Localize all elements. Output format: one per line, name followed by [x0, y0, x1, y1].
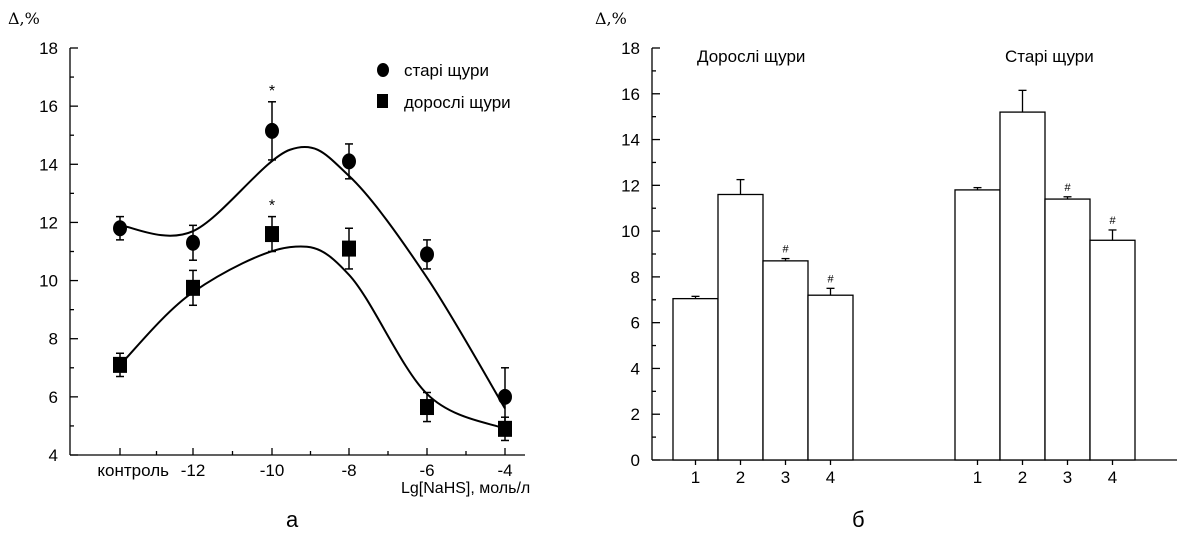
chart-b-y-tick-label: 6 — [631, 314, 640, 333]
chart-a-x-tick-label: -4 — [497, 461, 512, 480]
chart-a-point-square — [420, 399, 434, 416]
chart-a-x-tick-label: контроль — [97, 461, 169, 480]
chart-b-x-tick-label: 1 — [973, 468, 982, 487]
chart-a-significance-mark: * — [269, 83, 275, 100]
chart-a-y-tick-label: 4 — [49, 446, 58, 465]
chart-a-point-square — [186, 279, 200, 296]
chart-a-axes — [69, 47, 525, 456]
chart-a-annotations: ** — [269, 83, 275, 215]
chart-b-bar — [717, 193, 764, 461]
chart-b-group-label-old: Старі щури — [1005, 47, 1094, 66]
chart-a-legend: старі щури дорослі щури — [377, 61, 511, 112]
chart-b-x-tick-label: 1 — [691, 468, 700, 487]
chart-b-annotations: # # # # — [782, 182, 1116, 286]
chart-a-point-circle — [342, 153, 356, 170]
chart-b-y-tick-label: 0 — [631, 451, 640, 470]
chart-a-y-tick-label: 8 — [49, 330, 58, 349]
chart-a-point-circle — [186, 234, 200, 251]
chart-b-bars — [672, 111, 1136, 461]
chart-a-point-square — [265, 226, 279, 243]
chart-b-x-tick-label: 4 — [1108, 468, 1117, 487]
chart-b-y-tick-label: 18 — [621, 39, 640, 58]
chart-a-x-tick-label: -8 — [341, 461, 356, 480]
chart-b-ylabel: Δ,% — [595, 9, 627, 28]
chart-b-bar — [999, 111, 1046, 461]
chart-a-significance-mark: * — [269, 198, 275, 215]
chart-b-y-tick-label: 16 — [621, 85, 640, 104]
chart-a-y-tick-label: 6 — [49, 388, 58, 407]
chart-b-bar — [807, 294, 854, 461]
chart-a-xlabel: Lg[NaHS], моль/л — [401, 480, 530, 497]
legend-square-marker — [377, 94, 388, 108]
chart-b-y-tick-labels: 18 16 14 12 10 8 6 4 2 0 — [621, 39, 640, 470]
chart-b-significance-mark: # — [1064, 182, 1071, 194]
chart-b-panel-label: б — [852, 507, 865, 532]
chart-a-points — [113, 122, 512, 437]
chart-a-x-tick-labels: контроль -12 -10 -8 -6 -4 — [97, 461, 512, 480]
chart-b-y-tick-label: 14 — [621, 131, 640, 150]
chart-a-error-bars — [116, 101, 509, 442]
chart-a-ylabel: Δ,% — [8, 9, 40, 28]
chart-a-panel-label: а — [286, 507, 299, 532]
chart-a-y-tick-label: 16 — [39, 97, 58, 116]
chart-a-y-tick-label: 14 — [39, 155, 58, 174]
chart-a-point-circle — [420, 246, 434, 263]
chart-a-point-circle — [113, 220, 127, 237]
chart-a-fit-curve — [119, 245, 506, 430]
chart-a-x-tick-label: -6 — [419, 461, 434, 480]
chart-a-point-square — [342, 240, 356, 257]
chart-b-y-tick-label: 12 — [621, 176, 640, 195]
chart-a: Δ,% 18 16 14 12 10 8 6 4 контроль -12 -10 -8 -6 -4 L… — [8, 9, 530, 532]
chart-b-bar — [1089, 239, 1136, 461]
chart-b-significance-mark: # — [827, 273, 834, 285]
legend-label-adult-rats: дорослі щури — [404, 93, 511, 112]
chart-b-significance-mark: # — [1109, 215, 1116, 227]
chart-b-bar — [954, 189, 1001, 461]
chart-b-error-bars — [691, 89, 1117, 299]
chart-b-x-tick-label: 4 — [826, 468, 835, 487]
chart-b-significance-mark: # — [782, 244, 789, 256]
chart-a-point-circle — [265, 122, 279, 139]
chart-b-y-tick-label: 4 — [631, 359, 640, 378]
chart-a-fit-curve — [119, 145, 506, 409]
chart-b-x-tick-label: 2 — [736, 468, 745, 487]
chart-b-y-tick-label: 8 — [631, 268, 640, 287]
chart-a-y-tick-label: 12 — [39, 213, 58, 232]
chart-a-point-circle — [498, 388, 512, 405]
chart-b-group-label-adult: Дорослі щури — [697, 47, 805, 66]
legend-label-old-rats: старі щури — [404, 61, 489, 80]
chart-b-x-tick-label: 2 — [1018, 468, 1027, 487]
chart-b-y-tick-label: 2 — [631, 405, 640, 424]
chart-a-point-square — [113, 356, 127, 373]
chart-a-y-tick-label: 18 — [39, 39, 58, 58]
chart-b-bar — [1044, 198, 1091, 461]
chart-b-x-tick-labels: 1 2 3 4 1 2 3 4 — [691, 468, 1117, 487]
chart-a-x-tick-label: -10 — [260, 461, 285, 480]
chart-b-bar — [672, 297, 719, 461]
legend-circle-marker — [377, 63, 389, 77]
chart-a-y-tick-labels: 18 16 14 12 10 8 6 4 — [39, 39, 58, 465]
chart-b-x-tick-label: 3 — [781, 468, 790, 487]
chart-a-point-square — [498, 420, 512, 437]
chart-a-fit-curves — [119, 145, 506, 430]
chart-b-bar — [762, 260, 809, 461]
chart-b-x-tick-label: 3 — [1063, 468, 1072, 487]
chart-b-y-tick-label: 10 — [621, 222, 640, 241]
chart-a-x-tick-label: -12 — [181, 461, 206, 480]
chart-a-y-tick-label: 10 — [39, 272, 58, 291]
